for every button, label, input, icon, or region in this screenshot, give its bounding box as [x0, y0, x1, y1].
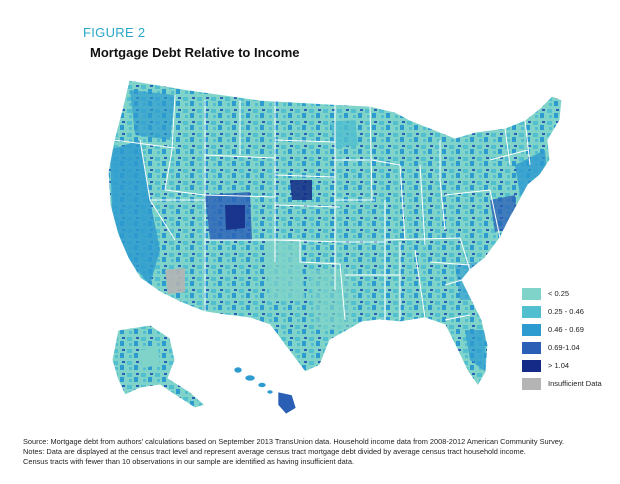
- legend-swatch: [522, 377, 541, 390]
- notes-line: Notes: Data are displayed at the census …: [23, 447, 526, 456]
- legend-label: > 1.04: [548, 361, 570, 370]
- legend-label: Insufficient Data: [548, 379, 602, 388]
- us-outline: [107, 79, 563, 388]
- legend-item: 0.46 - 0.69: [522, 323, 618, 336]
- legend-swatch: [522, 359, 541, 372]
- legend-item: > 1.04: [522, 359, 618, 372]
- legend-item: Insufficient Data: [522, 377, 618, 390]
- legend-swatch: [522, 323, 541, 336]
- state-borders: [113, 94, 531, 321]
- legend-label: < 0.25: [548, 289, 570, 298]
- legend-swatch: [522, 341, 541, 354]
- legend-item: 0.69-1.04: [522, 341, 618, 354]
- legend-swatch: [522, 287, 541, 300]
- legend-label: 0.25 - 0.46: [548, 307, 584, 316]
- legend-label: 0.46 - 0.69: [548, 325, 584, 334]
- source-notes: Source: Mortgage debt from authors' calc…: [23, 437, 613, 467]
- notes-line-2: Census tracts with fewer than 10 observa…: [23, 457, 354, 466]
- figure-label: FIGURE 2: [83, 25, 146, 40]
- legend-item: 0.25 - 0.46: [522, 305, 618, 318]
- legend: < 0.25 0.25 - 0.46 0.46 - 0.69 0.69-1.04…: [522, 287, 618, 395]
- source-line: Source: Mortgage debt from authors' calc…: [23, 437, 565, 446]
- hawaii: [233, 366, 297, 415]
- legend-swatch: [522, 305, 541, 318]
- figure-title: Mortgage Debt Relative to Income: [90, 45, 300, 60]
- legend-label: 0.69-1.04: [548, 343, 580, 352]
- legend-item: < 0.25: [522, 287, 618, 300]
- alaska: [111, 324, 207, 409]
